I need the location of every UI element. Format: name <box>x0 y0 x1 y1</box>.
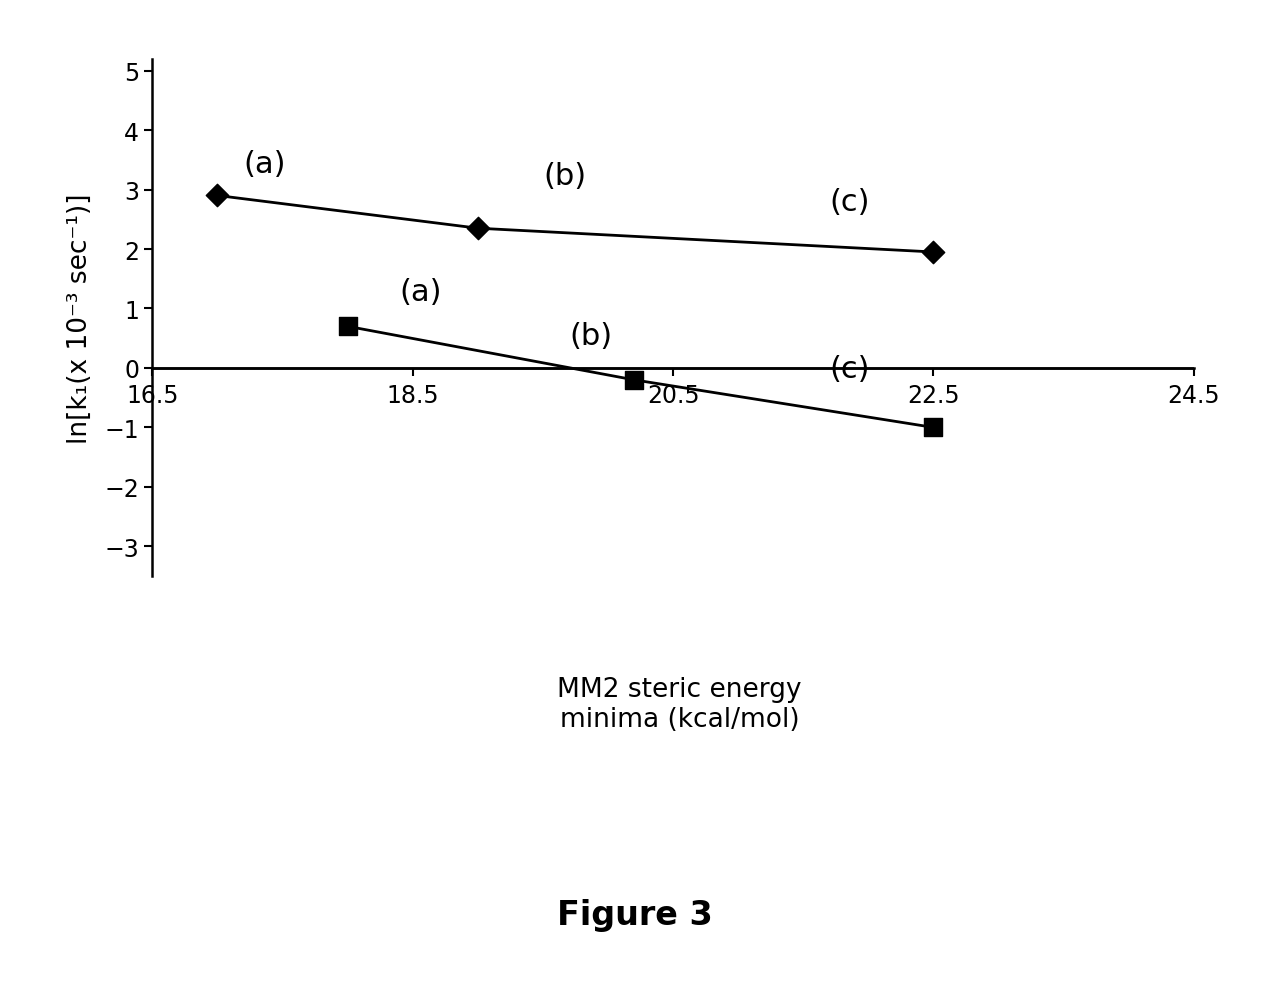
Point <box>923 245 944 260</box>
Point <box>624 373 644 389</box>
Text: MM2 steric energy
minima (kcal/mol): MM2 steric energy minima (kcal/mol) <box>558 676 801 732</box>
Text: (b): (b) <box>542 161 585 190</box>
Point <box>207 188 227 204</box>
Text: (b): (b) <box>569 322 612 351</box>
Text: Figure 3: Figure 3 <box>558 898 712 931</box>
Y-axis label: ln[k₁(x 10⁻³ sec⁻¹)]: ln[k₁(x 10⁻³ sec⁻¹)] <box>67 193 93 443</box>
Point <box>923 420 944 436</box>
Text: (c): (c) <box>829 355 870 384</box>
Text: (c): (c) <box>829 188 870 217</box>
Text: (a): (a) <box>244 149 286 179</box>
Text: (a): (a) <box>400 277 442 306</box>
Point <box>338 319 358 335</box>
Point <box>467 221 488 237</box>
